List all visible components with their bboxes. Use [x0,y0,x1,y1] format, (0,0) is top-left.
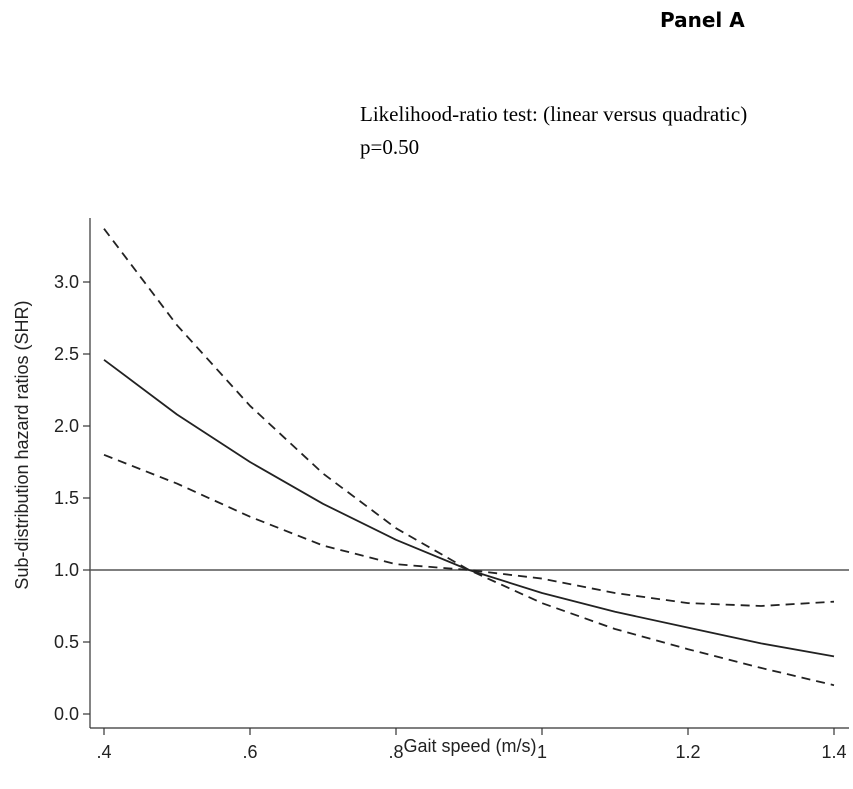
y-axis-label: Sub-distribution hazard ratios (SHR) [12,300,32,589]
likelihood-ratio-annotation: Likelihood-ratio test: (linear versus qu… [360,102,748,159]
x-tick-label: .6 [242,742,257,762]
panel-label: Panel A [660,8,745,32]
y-tick-label: 3.0 [54,272,79,292]
x-tick-label: 1.2 [675,742,700,762]
axes: 0.0 0.5 1.0 1.5 2.0 2.5 3.0 .4 .6 .8 1 1.2 1.4 [54,218,849,762]
x-tick-label: 1 [537,742,547,762]
y-tick-label: 1.0 [54,560,79,580]
lower-ci-line [103,453,835,607]
y-tick-label: 0.5 [54,632,79,652]
y-tick-label: 2.5 [54,344,79,364]
x-tick-label: .4 [96,742,111,762]
y-tick-label: 2.0 [54,416,79,436]
x-axis-label: Gait speed (m/s) [403,736,536,756]
shr-estimate-line [103,359,835,658]
series-group [90,228,849,687]
y-tick-label: 1.5 [54,488,79,508]
x-tick-label: .8 [388,742,403,762]
x-tick-label: 1.4 [821,742,846,762]
y-tick-label: 0.0 [54,704,79,724]
upper-ci-line [103,228,835,687]
